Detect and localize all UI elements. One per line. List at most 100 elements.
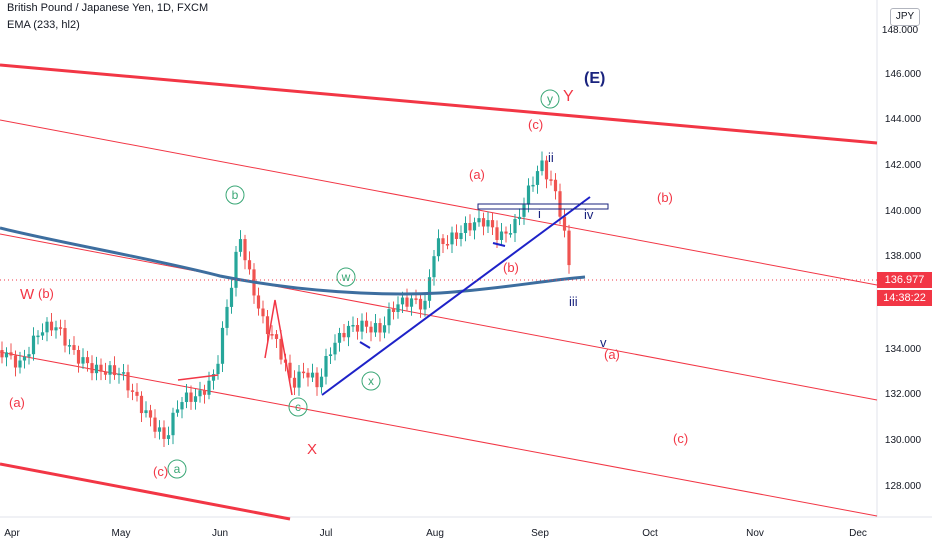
candle-body — [472, 222, 477, 231]
channel-lower-thick[interactable] — [0, 462, 291, 521]
candle-body — [427, 277, 432, 301]
candle-body — [184, 392, 189, 403]
candle-body — [247, 260, 252, 270]
candle-body — [436, 238, 441, 257]
wave-label: (c) — [528, 117, 543, 132]
candle-body — [220, 327, 225, 364]
candle-body — [193, 396, 198, 402]
indicator-legend[interactable]: EMA (233, hl2) — [7, 19, 80, 31]
channel-line[interactable] — [0, 119, 878, 286]
wave-sketch-red[interactable] — [264, 299, 293, 396]
wave-label: Y — [563, 88, 574, 105]
candle-body — [540, 160, 544, 172]
month-tick: Aug — [426, 528, 444, 539]
candle-body — [414, 298, 418, 300]
candle-body — [337, 332, 342, 343]
candle-body — [171, 412, 175, 436]
candle-body — [94, 364, 99, 374]
wave-sketch-blue[interactable] — [492, 242, 506, 247]
channel-line[interactable] — [0, 233, 878, 401]
candle-body — [144, 410, 148, 414]
month-tick: Dec — [849, 528, 867, 539]
wave-label: a — [174, 462, 181, 476]
price-axis[interactable]: 148.000 146.000 144.000 142.000 140.000 … — [882, 25, 922, 492]
month-tick: Oct — [642, 528, 658, 539]
symbol-title[interactable]: British Pound / Japanese Yen, 1D, FXCM — [7, 2, 209, 14]
candle-body — [9, 352, 13, 356]
candle-body — [135, 391, 139, 396]
candle-body — [81, 357, 85, 364]
candle-body — [207, 380, 211, 395]
wave-label: iii — [569, 294, 578, 309]
candle-body — [549, 179, 553, 181]
candle-body — [463, 222, 468, 233]
candle-body — [274, 334, 279, 339]
currency-button[interactable]: JPY — [890, 8, 920, 26]
candle-body — [535, 171, 540, 185]
wave-circle — [540, 89, 560, 109]
channel-upper-thick[interactable] — [0, 63, 878, 145]
candlestick-series — [0, 151, 571, 447]
month-tick: Sep — [531, 528, 549, 539]
candle-body — [112, 365, 117, 376]
candle-body — [504, 231, 508, 234]
candle-body — [234, 251, 238, 288]
wave-labels-red: W (b) (a) (c) X (a) (c) Y (b) (b) (a) (c… — [9, 88, 688, 479]
candle-body — [324, 356, 328, 377]
ema-233-line[interactable] — [0, 226, 586, 296]
wave-label: (E) — [584, 70, 605, 87]
wave-label: (a) — [9, 395, 25, 410]
wave-label: (c) — [153, 464, 168, 479]
candle-body — [418, 298, 423, 310]
candle-body — [225, 306, 229, 328]
candle-body — [301, 371, 306, 374]
candle-body — [454, 232, 459, 239]
wave-label: iv — [584, 207, 594, 222]
candle-body — [72, 345, 76, 350]
price-tick: 128.000 — [885, 481, 922, 492]
candle-body — [153, 417, 157, 432]
candle-body — [553, 179, 558, 192]
wave-circle — [361, 371, 381, 391]
channel-line[interactable] — [0, 351, 878, 517]
candle-body — [126, 372, 130, 391]
candle-body — [189, 392, 193, 402]
wave-label: i — [538, 206, 541, 221]
wave-sketch-red[interactable] — [177, 374, 219, 381]
wave-circle — [225, 185, 245, 205]
candle-body — [4, 352, 9, 358]
candle-body — [315, 372, 319, 388]
candle-body — [477, 218, 481, 223]
candle-body — [432, 256, 436, 278]
candle-body — [279, 338, 283, 360]
candle-body — [360, 320, 364, 332]
candle-body — [333, 342, 337, 355]
wave-label: (a) — [469, 167, 485, 182]
wave-sketch-blue[interactable] — [359, 341, 371, 349]
channel-lines[interactable] — [0, 63, 878, 521]
price-tick: 138.000 — [885, 251, 922, 262]
horizontal-zone[interactable] — [477, 203, 609, 210]
candle-body — [202, 390, 207, 395]
candle-body — [513, 219, 517, 234]
candle-body — [499, 231, 504, 240]
candle-body — [18, 360, 22, 368]
time-axis[interactable]: Apr May Jun Jul Aug Sep Oct Nov Dec — [4, 528, 867, 539]
candle-body — [382, 325, 387, 333]
price-tick: 134.000 — [885, 344, 922, 355]
candle-body — [108, 365, 112, 375]
candle-body — [405, 297, 409, 307]
candle-body — [531, 184, 535, 187]
candle-body — [567, 230, 571, 266]
candle-body — [130, 390, 135, 392]
candle-body — [243, 239, 247, 261]
candle-body — [346, 325, 351, 338]
wave-label: v — [600, 335, 607, 350]
countdown-badge: 14:38:22 — [877, 290, 932, 306]
candle-body — [103, 371, 108, 375]
drawings[interactable] — [177, 196, 609, 396]
trendline[interactable] — [321, 196, 591, 396]
candle-body — [31, 335, 36, 355]
